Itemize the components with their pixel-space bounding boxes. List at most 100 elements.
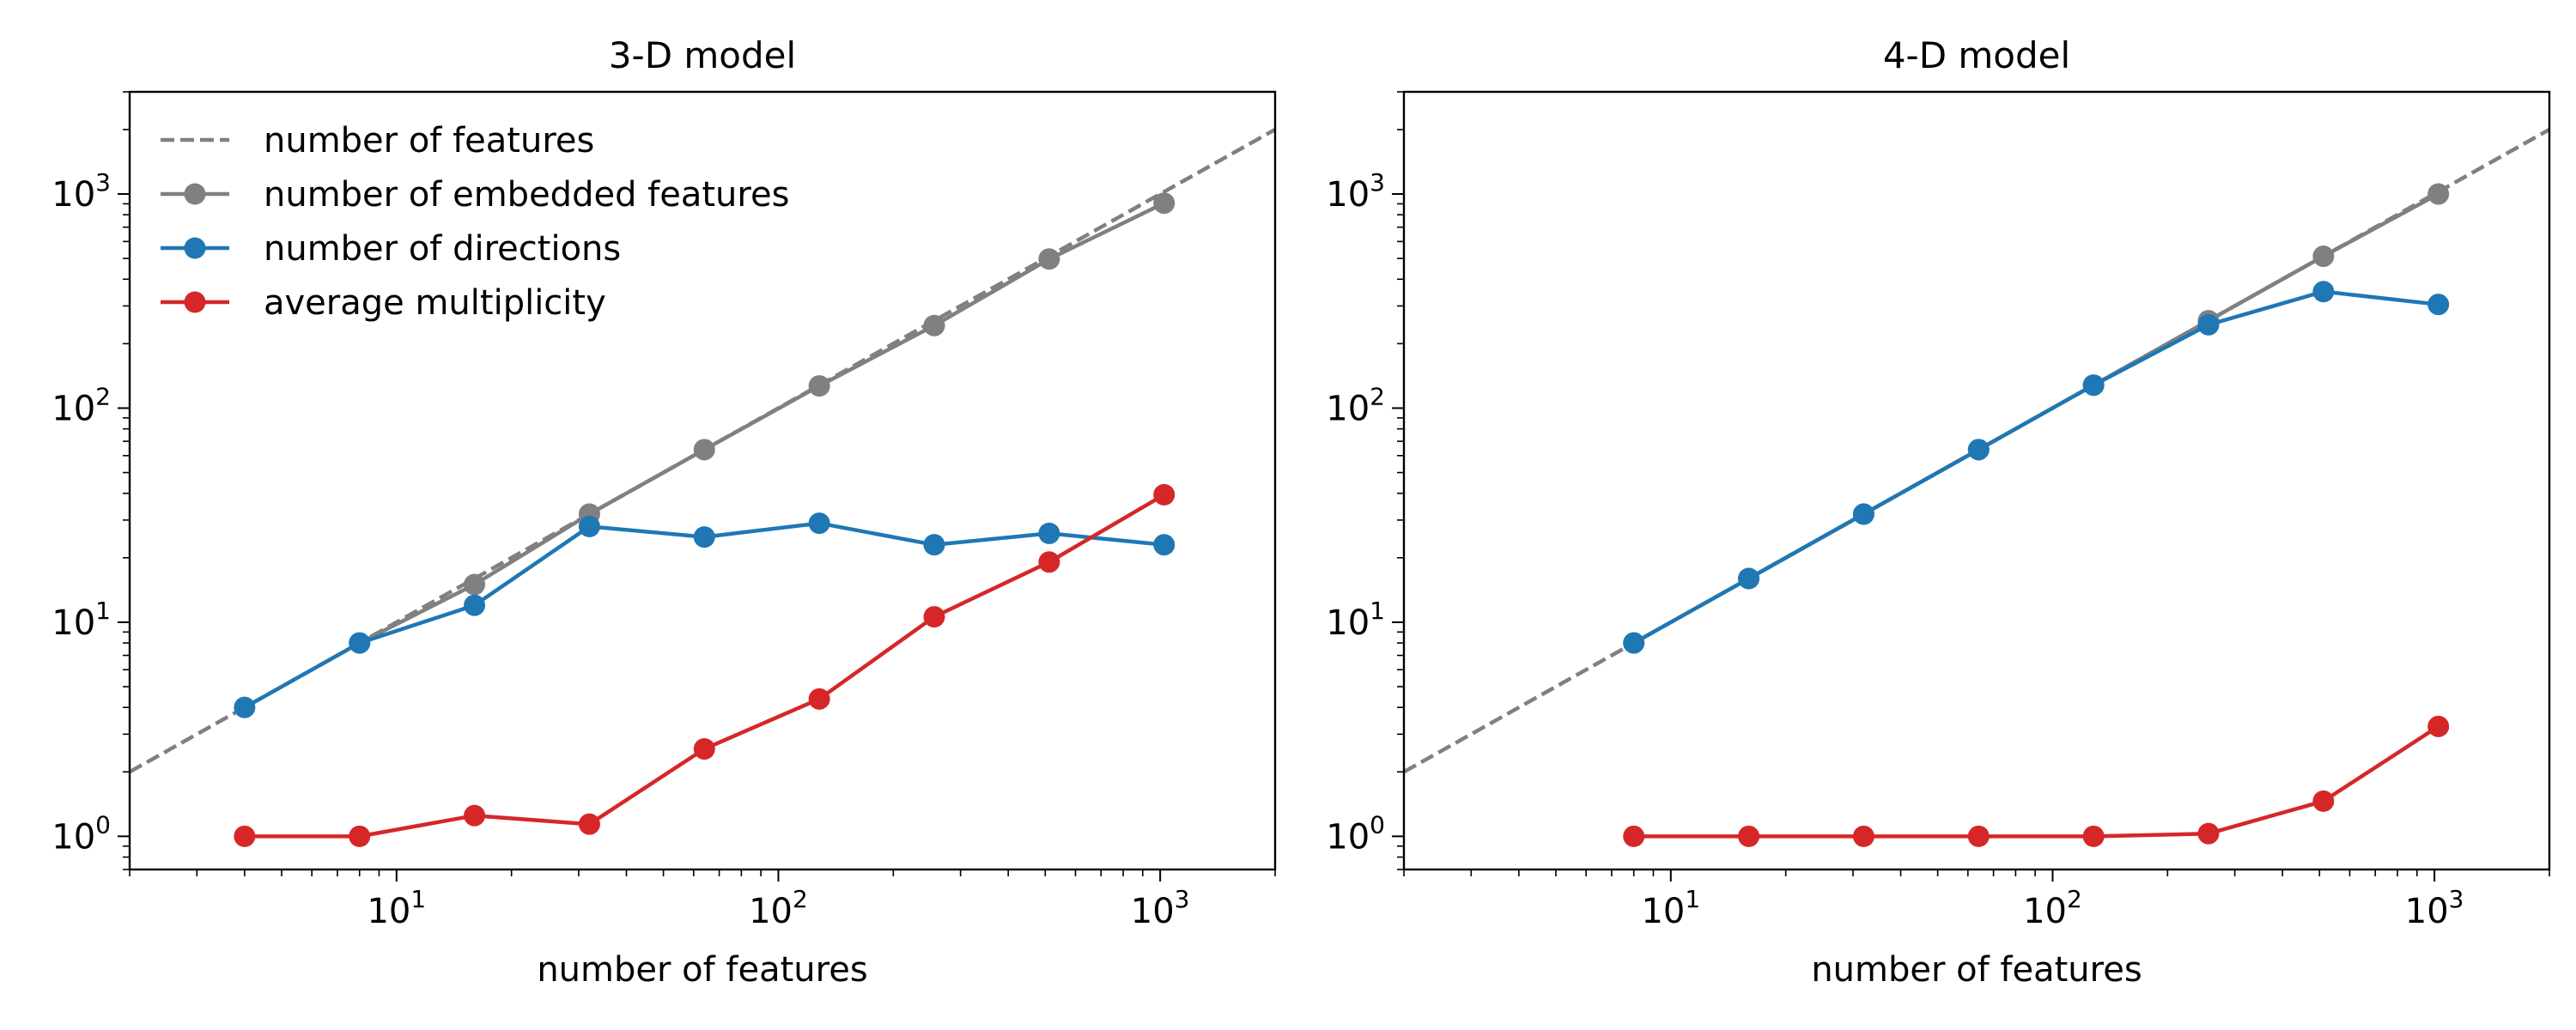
data-point-number-of-directions <box>234 696 256 718</box>
data-point-number-of-directions <box>464 594 486 616</box>
x-tick-base: 10 <box>1131 892 1175 931</box>
data-point-number-of-directions <box>1967 439 1990 461</box>
plot-area <box>1404 127 2549 847</box>
data-point-average-multiplicity <box>2082 825 2105 847</box>
y-tick-exponent: 1 <box>95 597 111 625</box>
data-point-average-multiplicity <box>1967 825 1990 847</box>
minor-ticks <box>123 91 1276 876</box>
series-line-number-of-directions <box>1632 289 2439 645</box>
data-point-average-multiplicity <box>234 825 256 847</box>
data-point-number-of-embedded-features <box>693 439 715 461</box>
axes-frame <box>128 90 1277 871</box>
data-point-average-multiplicity <box>1852 825 1874 847</box>
y-tick-base: 10 <box>1326 603 1370 643</box>
legend-label: number of directions <box>264 229 621 269</box>
y-tick-exponent: 3 <box>95 168 111 197</box>
data-point-number-of-directions <box>1738 567 1760 590</box>
x-tick-label: 102 <box>749 885 808 931</box>
x-tick-base: 10 <box>2405 892 2449 931</box>
series-line-number-of-embedded-features <box>358 201 1165 645</box>
x-tick-label: 101 <box>367 885 426 931</box>
y-tick-base: 10 <box>52 603 95 643</box>
data-point-average-multiplicity <box>464 804 486 827</box>
data-point-number-of-directions <box>693 526 715 548</box>
x-tick-exponent: 2 <box>793 885 808 913</box>
axes-frame <box>1402 90 2551 871</box>
data-point-average-multiplicity <box>1153 483 1176 506</box>
y-tick-exponent: 2 <box>95 382 111 410</box>
data-point-average-multiplicity <box>2427 715 2450 737</box>
x-tick-base: 10 <box>2023 892 2067 931</box>
x-axis-label: number of features <box>537 950 867 990</box>
series-line-number-of-directions <box>243 521 1164 710</box>
data-point-number-of-embedded-features <box>1153 192 1176 215</box>
x-tick-base: 10 <box>1641 892 1685 931</box>
data-point-number-of-directions <box>1153 534 1176 556</box>
data-point-number-of-directions <box>2312 281 2335 303</box>
series-line-average-multiplicity <box>1633 724 2439 839</box>
y-tick-exponent: 1 <box>1370 597 1385 625</box>
y-tick-base: 10 <box>52 389 95 428</box>
y-tick-label: 102 <box>1326 382 1385 428</box>
y-tick-label: 101 <box>52 597 111 643</box>
y-tick-label: 102 <box>52 382 111 428</box>
y-tick-label: 101 <box>1326 597 1385 643</box>
y-tick-base: 10 <box>1326 817 1370 857</box>
x-axis-label: number of features <box>1811 950 2142 990</box>
y-tick-label: 103 <box>1326 168 1385 215</box>
legend-marker <box>184 237 206 259</box>
data-point-average-multiplicity <box>2312 790 2335 812</box>
legend-label: number of embedded features <box>264 175 789 215</box>
data-point-number-of-embedded-features <box>923 314 945 336</box>
data-point-average-multiplicity <box>1038 551 1060 573</box>
data-point-number-of-directions <box>349 632 371 654</box>
data-point-number-of-directions <box>1623 632 1645 654</box>
x-tick-base: 10 <box>749 892 793 931</box>
y-tick-base: 10 <box>1326 175 1370 215</box>
x-tick-base: 10 <box>367 892 410 931</box>
x-tick-exponent: 1 <box>410 885 426 913</box>
legend: number of features number of embedded fea… <box>161 121 789 323</box>
data-point-average-multiplicity <box>1623 825 1645 847</box>
plot-area <box>130 127 1275 847</box>
y-tick-base: 10 <box>1326 389 1370 428</box>
y-tick-label: 100 <box>52 810 111 857</box>
data-point-average-multiplicity <box>2197 822 2220 845</box>
data-point-number-of-embedded-features <box>1038 248 1060 270</box>
x-tick-label: 101 <box>1641 885 1700 931</box>
chart-title: 3-D model <box>609 34 796 76</box>
y-tick-label: 100 <box>1326 810 1385 857</box>
data-point-number-of-directions <box>923 534 945 556</box>
data-point-number-of-directions <box>2197 313 2220 336</box>
y-tick-exponent: 3 <box>1370 168 1385 197</box>
y-tick-base: 10 <box>52 817 95 857</box>
y-tick-exponent: 0 <box>1370 810 1385 839</box>
data-point-number-of-directions <box>578 515 600 537</box>
minor-ticks <box>1397 91 2550 876</box>
data-point-average-multiplicity <box>693 738 715 760</box>
x-tick-label: 103 <box>2405 885 2464 931</box>
data-point-number-of-directions <box>1852 503 1874 525</box>
y-tick-base: 10 <box>52 175 95 215</box>
x-tick-exponent: 2 <box>2067 885 2082 913</box>
data-point-number-of-embedded-features <box>2427 183 2450 205</box>
data-point-average-multiplicity <box>1738 825 1760 847</box>
x-tick-exponent: 3 <box>1175 885 1190 913</box>
data-point-average-multiplicity <box>923 606 945 628</box>
legend-label: average multiplicity <box>264 283 606 323</box>
data-point-number-of-directions <box>2082 374 2105 397</box>
data-point-number-of-embedded-features <box>808 375 830 397</box>
y-tick-label: 103 <box>52 168 111 215</box>
y-tick-exponent: 2 <box>1370 382 1385 410</box>
legend-marker <box>184 183 206 205</box>
x-tick-exponent: 3 <box>2449 885 2464 913</box>
legend-label: number of features <box>264 121 594 161</box>
data-point-average-multiplicity <box>578 813 600 835</box>
data-point-average-multiplicity <box>349 825 371 847</box>
chart-title: 4-D model <box>1883 34 2070 76</box>
data-point-average-multiplicity <box>808 688 830 710</box>
x-tick-exponent: 1 <box>1685 885 1700 913</box>
